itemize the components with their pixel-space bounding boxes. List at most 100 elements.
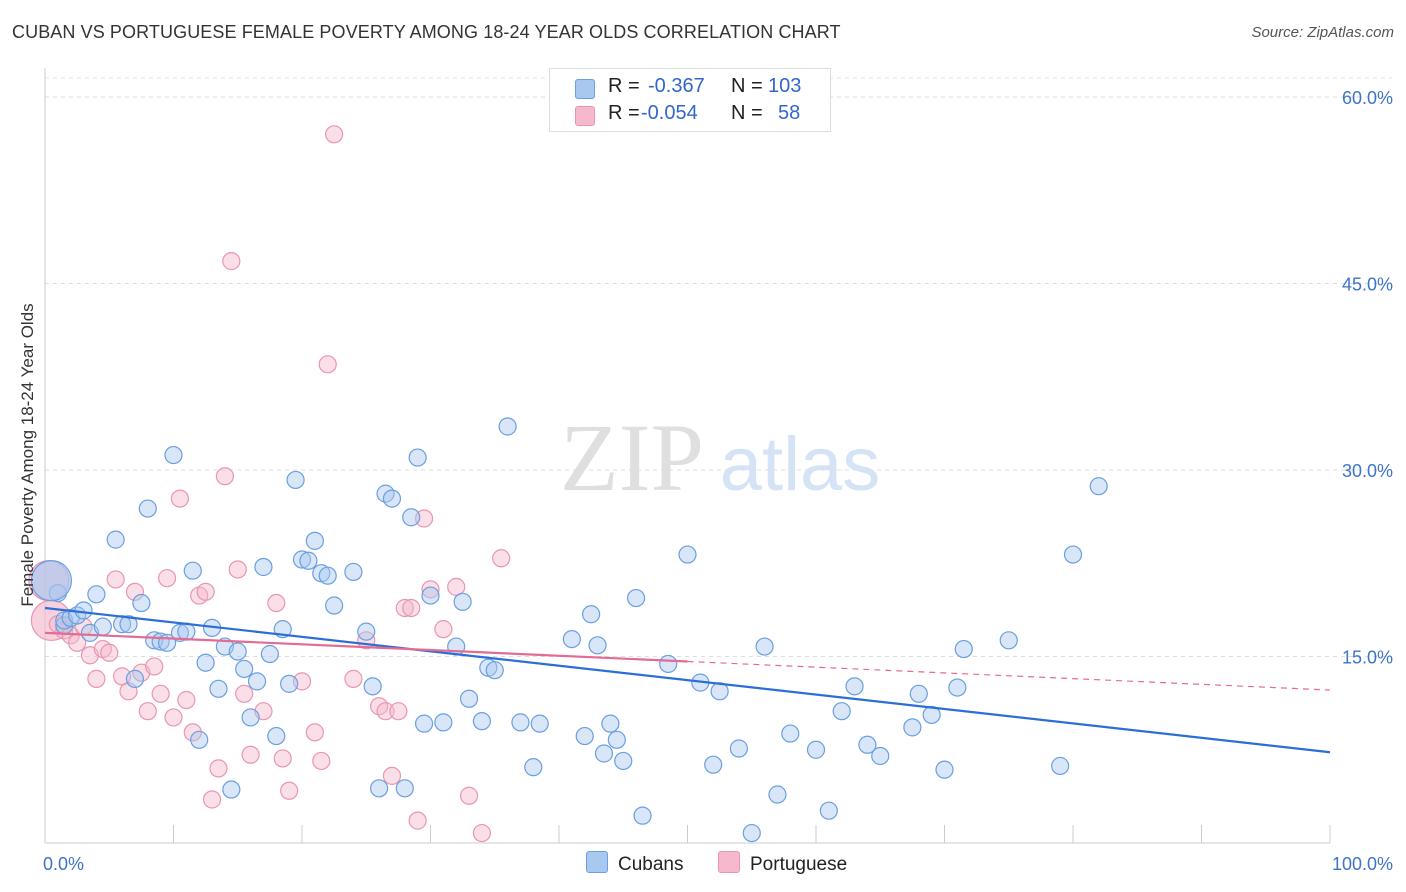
cuban-point	[819, 801, 838, 820]
portuguese-point	[267, 593, 286, 613]
portuguese-point	[228, 560, 247, 579]
cuban-point	[370, 779, 389, 798]
cuban-point	[614, 751, 633, 771]
y-tick-label: 60.0%	[1342, 88, 1393, 108]
cuban-point	[280, 674, 299, 693]
portuguese-point	[395, 598, 414, 618]
cuban-point	[858, 735, 877, 754]
portuguese-point	[183, 723, 202, 742]
x-tick-label: 100.0%	[1332, 854, 1393, 874]
cuban-point	[421, 586, 440, 605]
cuban-point	[781, 724, 800, 743]
portuguese-point	[376, 702, 395, 721]
legend-swatch-portuguese	[575, 106, 595, 126]
portuguese-point	[222, 252, 241, 271]
cuban-point	[74, 601, 93, 620]
portuguese-point	[273, 749, 292, 768]
cuban-point	[209, 679, 228, 698]
legend-r-value: -0.367	[648, 75, 705, 97]
cuban-point	[755, 637, 774, 656]
cuban-point	[305, 531, 324, 550]
portuguese-point	[389, 702, 408, 721]
cuban-point	[832, 702, 851, 721]
cuban-point	[325, 596, 344, 615]
portuguese-point	[138, 702, 157, 721]
cuban-point	[806, 740, 826, 759]
portuguese-point	[215, 467, 234, 486]
cuban-point	[562, 629, 581, 649]
cuban-point	[402, 508, 421, 527]
portuguese-trend-extension	[687, 660, 1331, 691]
portuguese-point	[402, 598, 421, 618]
portuguese-point	[145, 657, 164, 676]
cuban-point	[582, 605, 601, 624]
cuban-point	[903, 718, 922, 737]
cuban-point	[414, 714, 434, 733]
portuguese-point	[280, 781, 299, 800]
cuban-point	[871, 746, 890, 766]
portuguese-point	[125, 582, 145, 601]
portuguese-point	[157, 569, 177, 588]
watermark: ZIP atlas	[560, 404, 880, 511]
cuban-point	[318, 566, 337, 585]
cuban-point	[357, 622, 376, 641]
cuban-point	[196, 653, 215, 672]
cuban-point	[607, 730, 626, 749]
cuban-point	[164, 445, 183, 465]
cuban-point	[87, 585, 106, 604]
gridlines	[45, 77, 1392, 657]
cuban-point	[177, 622, 196, 641]
tick-labels: 15.0% 30.0% 45.0% 60.0% 0.0% 100.0%	[43, 88, 1393, 874]
portuguese-point	[170, 489, 190, 508]
cuban-point	[190, 730, 209, 749]
portuguese-point	[164, 708, 183, 727]
cuban-point	[228, 642, 247, 661]
cuban-point	[498, 417, 517, 436]
legend-r-label: R =	[608, 75, 640, 97]
legend-row-cubans: R = -0.367 N = 103	[550, 75, 830, 101]
y-tick-label: 30.0%	[1342, 461, 1393, 481]
cuban-point	[235, 659, 254, 679]
cuban-point	[601, 714, 620, 733]
cuban-point	[588, 636, 607, 655]
legend-n-label: N =	[731, 102, 763, 124]
axes	[44, 68, 1331, 844]
cuban-point	[106, 530, 125, 549]
cuban-point	[292, 550, 312, 569]
cuban-point	[286, 470, 305, 490]
cuban-point	[524, 758, 543, 777]
legend-n-value: 103	[768, 75, 802, 97]
cuban-point	[659, 654, 678, 674]
cuban-point	[382, 489, 402, 508]
cuban-point	[453, 592, 472, 611]
cubans-points	[30, 417, 1108, 843]
chart-title: CUBAN VS PORTUGUESE FEMALE POVERTY AMONG…	[12, 22, 841, 42]
portuguese-point	[434, 620, 453, 639]
legend-r-value: -0.054	[641, 102, 698, 124]
portuguese-point	[459, 786, 479, 805]
portuguese-point	[492, 549, 511, 568]
stats-legend: R = -0.367 N = 103 R = -0.054 N = 58	[549, 68, 831, 132]
cuban-point	[138, 499, 157, 518]
cuban-point	[530, 714, 549, 733]
cuban-point	[511, 713, 530, 732]
x-tick-label: 0.0%	[43, 854, 84, 874]
portuguese-point	[196, 582, 215, 601]
bottom-swatch-portuguese	[718, 851, 740, 873]
cuban-point	[132, 593, 151, 613]
cuban-point	[742, 823, 761, 843]
cuban-point	[1051, 756, 1070, 776]
portuguese-point	[202, 790, 222, 809]
cuban-point	[678, 545, 697, 564]
cuban-point	[183, 561, 202, 580]
cubans-trend-line	[44, 606, 1331, 754]
cuban-point	[1089, 477, 1108, 496]
cuban-point	[344, 562, 363, 582]
cuban-point	[299, 551, 318, 570]
cuban-point	[594, 744, 614, 763]
cuban-point	[954, 639, 973, 659]
cuban-point	[845, 677, 864, 696]
cuban-point	[485, 661, 504, 680]
portuguese-point	[414, 509, 434, 528]
